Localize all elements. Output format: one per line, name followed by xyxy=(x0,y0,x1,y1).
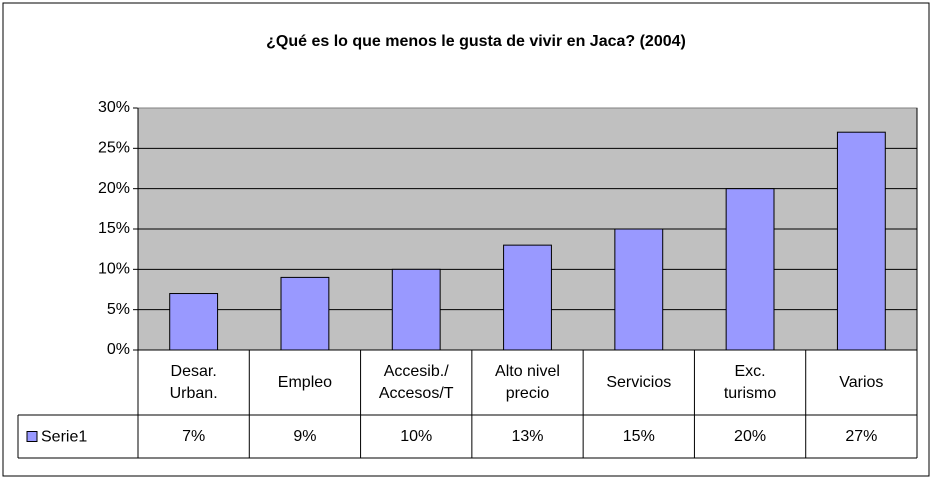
bar xyxy=(614,228,664,351)
y-tick-label: 0% xyxy=(107,341,130,358)
bar xyxy=(280,276,330,351)
y-tick-label: 20% xyxy=(98,180,130,197)
category-label: Varios xyxy=(839,373,884,391)
bar xyxy=(503,244,552,351)
legend-label: Serie1 xyxy=(41,429,87,446)
y-tick-label: 5% xyxy=(107,301,130,318)
data-label: 27% xyxy=(845,427,878,445)
bar xyxy=(836,131,886,351)
bar xyxy=(169,293,219,351)
data-label: 20% xyxy=(734,427,767,445)
category-label: Servicios xyxy=(606,373,672,391)
chart-title: ¿Qué es lo que menos le gusta de vivir e… xyxy=(266,33,686,50)
bar xyxy=(391,268,441,351)
y-tick-label: 30% xyxy=(98,99,130,116)
data-label: 13% xyxy=(511,427,544,445)
category-label: Exc. turismo xyxy=(723,362,777,402)
y-tick-label: 15% xyxy=(98,220,130,237)
category-label: Empleo xyxy=(277,373,333,391)
y-tick-label: 25% xyxy=(98,140,130,157)
category-label: Accesib./ Accesos/T xyxy=(378,362,454,402)
category-label: Alto nivel precio xyxy=(495,362,560,402)
category-label: Desar. Urban. xyxy=(169,362,218,402)
data-label: 15% xyxy=(622,427,655,445)
data-label: 10% xyxy=(400,427,433,445)
y-tick-label: 10% xyxy=(98,261,130,278)
data-label: 9% xyxy=(293,427,317,445)
data-label: 7% xyxy=(182,427,206,445)
legend-swatch xyxy=(26,431,38,442)
bar xyxy=(725,188,775,351)
